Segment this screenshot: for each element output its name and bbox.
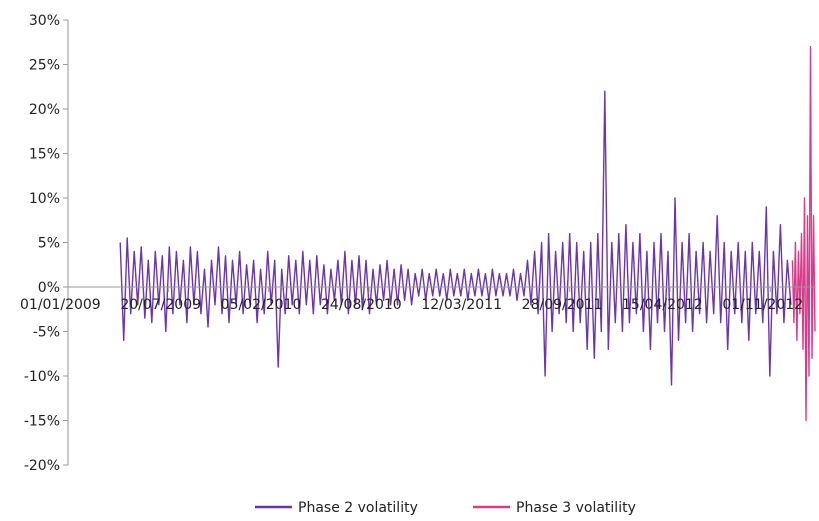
legend: Phase 2 volatility Phase 3 volatility (255, 500, 636, 516)
y-tick-label: -5% (33, 325, 60, 341)
x-tick-label: 20/07/2009 (120, 297, 201, 313)
y-tick-label: 0% (38, 280, 60, 296)
series-layer (119, 46, 816, 422)
series-line-phase-2 (119, 90, 792, 386)
y-tick-label: 10% (29, 191, 60, 207)
x-tick-label: 05/02/2010 (221, 297, 302, 313)
x-tick-label: 28/09/2011 (522, 297, 603, 313)
series-line-phase-3 (791, 46, 816, 422)
y-tick-label: 15% (29, 147, 60, 163)
y-tick-label: 25% (29, 58, 60, 74)
y-tick-label: 5% (38, 236, 60, 252)
y-tick-label: -20% (24, 458, 60, 474)
x-axis: 01/01/2009 20/07/2009 05/02/2010 24/08/2010… (20, 286, 816, 313)
y-axis: 30% 25% 20% 15% 10% 5% 0% -5% -10% -15% -20% (24, 13, 69, 474)
legend-label-phase-3: Phase 3 volatility (516, 500, 636, 516)
x-tick-label: 01/11/2012 (722, 297, 803, 313)
y-tick-label: -10% (24, 369, 60, 385)
y-tick-label: 20% (29, 102, 60, 118)
legend-label-phase-2: Phase 2 volatility (298, 500, 418, 516)
x-tick-label: 15/04/2012 (622, 297, 703, 313)
x-tick-label: 12/03/2011 (421, 297, 502, 313)
y-tick-label: -15% (24, 414, 60, 430)
x-tick-label: 01/01/2009 (20, 297, 101, 313)
x-tick-label: 24/08/2010 (321, 297, 402, 313)
y-tick-label: 30% (29, 13, 60, 29)
